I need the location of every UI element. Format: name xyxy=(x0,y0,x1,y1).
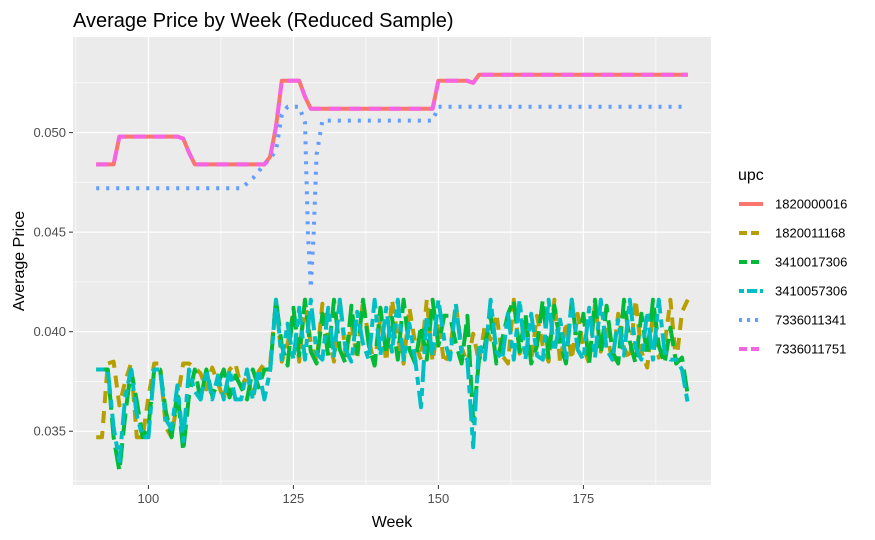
legend-key-bg xyxy=(736,309,766,331)
legend-label: 7336011751 xyxy=(775,342,846,357)
series-line-3410017306 xyxy=(96,297,690,474)
legend-label: 1820011168 xyxy=(775,226,845,241)
legend-label: 3410017306 xyxy=(775,255,847,270)
chart-title: Average Price by Week (Reduced Sample) xyxy=(73,10,454,32)
y-tick-label: 0.050 xyxy=(33,125,66,140)
y-axis: 0.035 0.040 0.045 0.050 xyxy=(33,125,73,439)
series-lines xyxy=(96,72,690,474)
x-tick-label: 125 xyxy=(283,491,305,506)
x-tick-label: 175 xyxy=(573,491,595,506)
y-tick-label: 0.035 xyxy=(33,424,66,439)
legend: upc 1820000016 1820011168 3410017306 341005… xyxy=(736,167,847,360)
x-axis-title: Week xyxy=(372,514,414,531)
x-axis: 100 125 150 175 xyxy=(138,485,595,506)
series-line-7336011341 xyxy=(96,104,688,290)
legend-label: 1820000016 xyxy=(775,197,847,212)
legend-label: 3410057306 xyxy=(775,284,847,299)
series-line-3410057306 xyxy=(96,297,690,464)
y-tick-label: 0.045 xyxy=(33,225,66,240)
legend-label: 7336011341 xyxy=(775,313,846,328)
y-tick-label: 0.040 xyxy=(33,324,66,339)
minor-gridlines xyxy=(73,37,711,485)
x-tick-label: 150 xyxy=(428,491,450,506)
series-line-7336011751 xyxy=(96,72,688,167)
x-tick-label: 100 xyxy=(138,491,160,506)
y-axis-title: Average Price xyxy=(11,211,28,311)
legend-title: upc xyxy=(738,167,764,184)
